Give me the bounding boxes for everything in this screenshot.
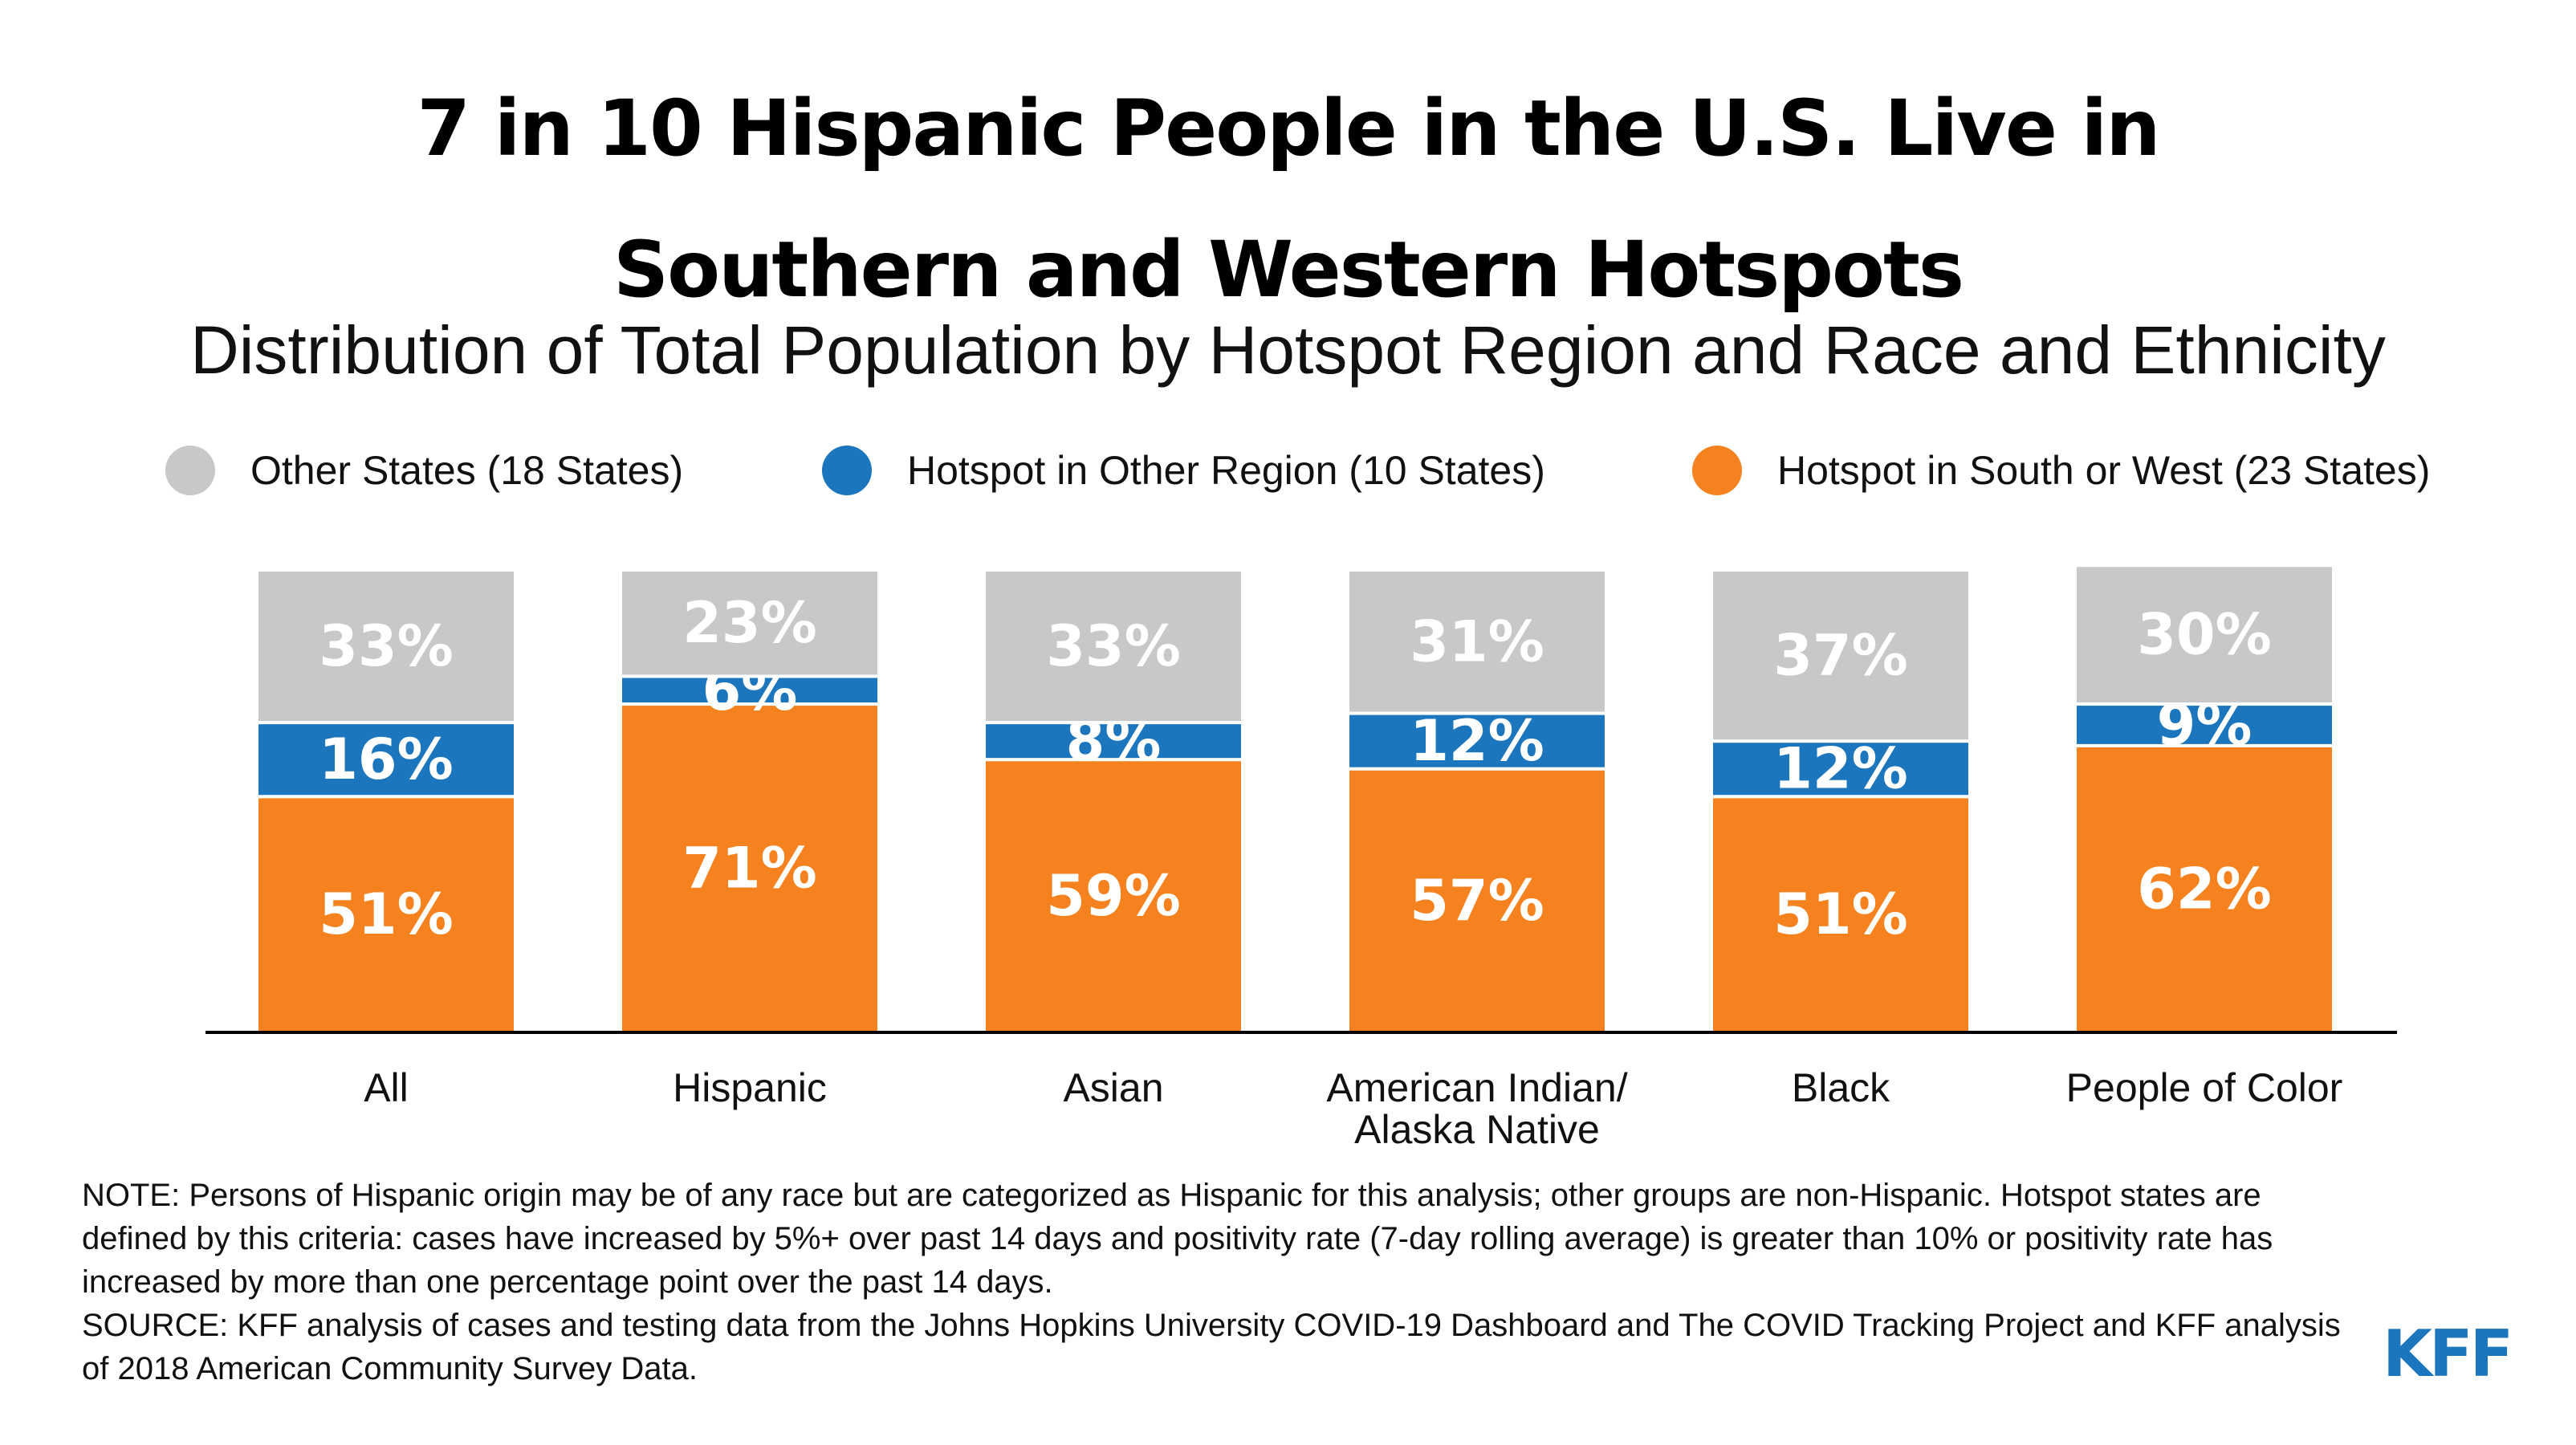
x-tick-label-american-indian-alaska-native-line-1: American Indian/ (1326, 1065, 1627, 1110)
x-tick-label-hispanic: Hispanic (673, 1065, 827, 1110)
data-label-black-hotspot-in-other-region-10-states: 12% (1773, 736, 1908, 802)
legend-swatch-other-region (822, 446, 872, 495)
data-label-hispanic-hotspot-in-south-or-west-23-states: 71% (682, 836, 817, 902)
legend-label-south-west: Hotspot in South or West (23 States) (1777, 447, 2430, 494)
data-label-american-indian-alaska-native-hotspot-in-other-region-10-states: 12% (1410, 708, 1544, 774)
data-label-people-of-color-other-states-18-states: 30% (2137, 602, 2272, 668)
data-label-people-of-color-hotspot-in-south-or-west-23-states: 62% (2137, 856, 2272, 922)
legend-label-other-region: Hotspot in Other Region (10 States) (907, 447, 1545, 494)
chart-title: 7 in 10 Hispanic People in the U.S. Live… (0, 58, 2576, 340)
source-text: SOURCE: KFF analysis of cases and testin… (82, 1304, 2370, 1390)
x-tick-label-all: All (364, 1065, 409, 1110)
data-label-black-other-states-18-states: 37% (1773, 623, 1908, 689)
data-label-hispanic-other-states-18-states: 23% (682, 590, 817, 656)
data-label-asian-other-states-18-states: 33% (1046, 613, 1181, 679)
stacked-bar-chart: 51%16%33%All71%6%23%Hispanic59%8%33%Asia… (0, 546, 2576, 1156)
data-label-all-hotspot-in-south-or-west-23-states: 51% (319, 881, 454, 947)
legend-swatch-south-west (1692, 446, 1742, 495)
legend: Other States (18 States) Hotspot in Othe… (0, 438, 2576, 503)
note-text: NOTE: Persons of Hispanic origin may be … (82, 1174, 2370, 1304)
chart-subtitle: Distribution of Total Population by Hots… (0, 311, 2576, 389)
legend-swatch-other-states (165, 446, 215, 495)
legend-item-south-west: Hotspot in South or West (23 States) (1692, 438, 2430, 503)
data-label-asian-hotspot-in-south-or-west-23-states: 59% (1046, 863, 1181, 929)
legend-label-other-states: Other States (18 States) (250, 447, 683, 494)
data-label-black-hotspot-in-south-or-west-23-states: 51% (1773, 881, 1908, 947)
x-tick-label-asian: Asian (1063, 1065, 1163, 1110)
chart-title-line-1: 7 in 10 Hispanic People in the U.S. Live… (0, 58, 2576, 199)
data-label-american-indian-alaska-native-other-states-18-states: 31% (1410, 609, 1544, 674)
x-tick-label-black: Black (1792, 1065, 1890, 1110)
data-label-american-indian-alaska-native-hotspot-in-south-or-west-23-states: 57% (1410, 868, 1544, 934)
x-tick-label-american-indian-alaska-native-line-2: Alaska Native (1354, 1107, 1600, 1152)
kff-logo: KFF (2383, 1317, 2510, 1391)
legend-item-other-states: Other States (18 States) (165, 438, 683, 503)
legend-item-other-region: Hotspot in Other Region (10 States) (822, 438, 1545, 503)
data-label-all-other-states-18-states: 33% (319, 613, 454, 679)
x-tick-label-people-of-color: People of Color (2066, 1065, 2343, 1110)
footnote: NOTE: Persons of Hispanic origin may be … (82, 1174, 2370, 1390)
data-label-all-hotspot-in-other-region-10-states: 16% (319, 727, 454, 792)
